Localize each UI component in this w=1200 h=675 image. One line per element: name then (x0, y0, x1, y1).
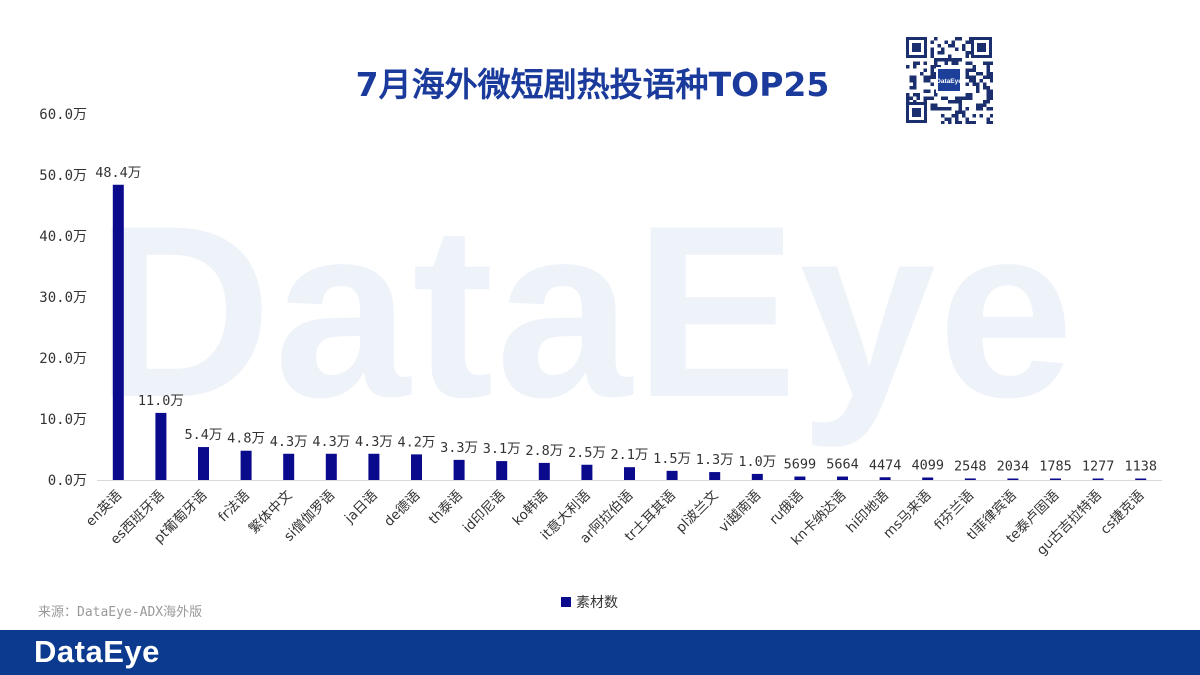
chart-legend: 素材数 (561, 592, 618, 612)
x-tick-label: cs捷克语 (1097, 488, 1147, 538)
bar (411, 454, 422, 480)
brand-watermark: DataEye (95, 174, 1076, 448)
bar (283, 453, 295, 480)
source-note: 来源：DataEye-ADX海外版 (38, 605, 203, 620)
bar (368, 453, 380, 480)
bar (240, 450, 252, 480)
bar (112, 184, 124, 480)
bar (1135, 478, 1147, 480)
y-axis: 0.0万 10.0万 20.0万 30.0万 40.0万 50.0万 60.0万 (39, 107, 87, 489)
data-label: 5664 (826, 457, 859, 473)
x-tick-label: th泰语 (426, 488, 466, 528)
bar (1092, 478, 1104, 480)
bar (624, 467, 635, 480)
data-label: 1277 (1082, 459, 1115, 475)
data-label: 4.8万 (227, 431, 265, 447)
y-tick-label: 60.0万 (39, 107, 87, 123)
x-tick-label: id印尼语 (460, 488, 509, 537)
footer-bar: DataEye (0, 630, 1200, 675)
x-tick-label: ru俄语 (766, 488, 806, 528)
bar (666, 470, 678, 480)
legend-swatch (561, 597, 571, 607)
bar (751, 473, 763, 480)
y-tick-label: 40.0万 (39, 229, 87, 245)
x-tick-label: fr法语 (215, 488, 253, 526)
bar (837, 476, 848, 480)
x-tick-label: pl波兰文 (673, 487, 722, 536)
data-label: 2.5万 (568, 445, 606, 461)
y-tick-label: 10.0万 (39, 412, 87, 428)
bar (538, 462, 550, 480)
bar (1007, 478, 1019, 480)
data-label: 2.1万 (611, 447, 649, 463)
qr-logo-text: DataEye (936, 78, 962, 85)
data-label: 3.1万 (483, 441, 521, 457)
bar (453, 459, 465, 480)
y-tick-label: 50.0万 (39, 168, 87, 184)
data-label: 4099 (911, 457, 944, 473)
bar (325, 453, 337, 480)
bar (709, 472, 721, 480)
footer-logo: DataEye (34, 634, 160, 669)
x-tick-label: de德语 (381, 488, 423, 530)
chart-title: 7月海外微短剧热投语种TOP25 (355, 65, 830, 104)
bar (879, 477, 891, 480)
bar (964, 478, 976, 480)
bar (581, 464, 593, 480)
y-tick-label: 20.0万 (39, 351, 87, 367)
bar (496, 461, 508, 480)
data-label: 48.4万 (95, 165, 141, 181)
data-label: 4.2万 (398, 434, 436, 450)
qr-code-graphic: DataEye (905, 36, 994, 125)
data-label: 1.5万 (653, 451, 691, 467)
y-tick-label: 30.0万 (39, 290, 87, 306)
data-label: 1138 (1124, 459, 1157, 475)
data-label: 11.0万 (138, 393, 184, 409)
bar (1050, 478, 1061, 480)
data-label: 5.4万 (185, 427, 223, 443)
bar-series (112, 184, 1147, 480)
data-label: 5699 (784, 457, 817, 473)
bar (922, 477, 934, 480)
x-tick-label: en英语 (82, 487, 125, 530)
data-label: 4.3万 (355, 434, 393, 450)
data-label: 4.3万 (270, 434, 308, 450)
data-label: 3.3万 (440, 440, 478, 456)
data-label: 2034 (997, 459, 1030, 475)
x-tick-label: ko韩语 (510, 488, 551, 529)
bar (198, 447, 209, 480)
data-label: 4474 (869, 457, 902, 473)
x-tick-label: vi越南语 (716, 488, 764, 536)
legend-label: 素材数 (576, 595, 618, 611)
qr-code-image: DataEye (905, 36, 994, 125)
data-label: 2.8万 (525, 443, 563, 459)
data-label: 2548 (954, 458, 987, 474)
data-label: 4.3万 (312, 434, 350, 450)
y-tick-label: 0.0万 (48, 473, 87, 489)
data-label: 1.3万 (696, 452, 734, 468)
bar (155, 412, 167, 480)
data-label: 1.0万 (738, 454, 776, 470)
bar (794, 476, 806, 480)
data-label: 1785 (1039, 459, 1072, 475)
x-tick-label: ja日语 (341, 488, 381, 528)
